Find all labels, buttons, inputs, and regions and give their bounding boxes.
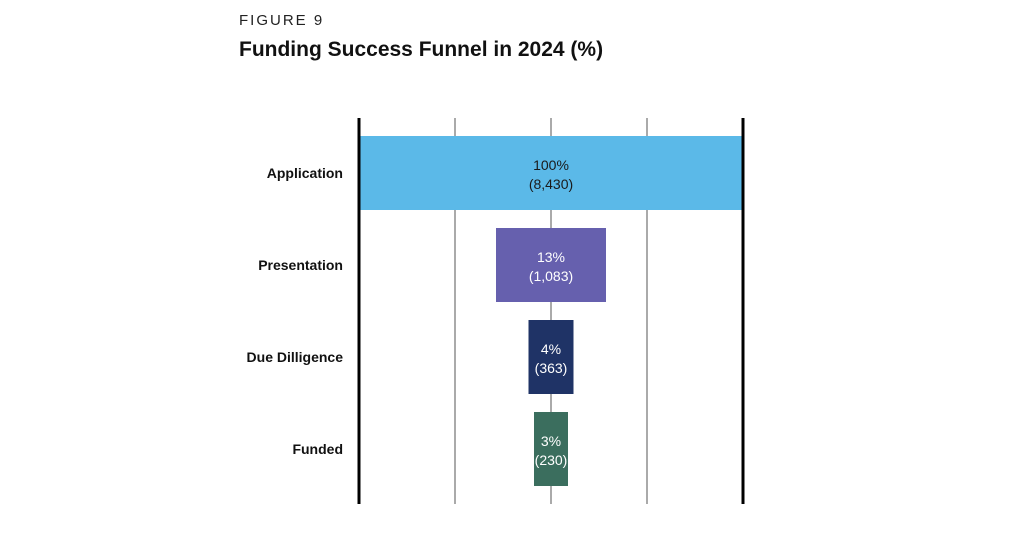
percent-label: 13%: [537, 249, 565, 265]
count-label: (1,083): [529, 268, 573, 284]
count-label: (8,430): [529, 176, 573, 192]
category-label: Due Dilligence: [247, 349, 344, 365]
funnel-bar: [359, 136, 743, 210]
funnel-bar: [528, 320, 574, 394]
chart-frame: [357, 118, 745, 504]
percent-label: 100%: [533, 157, 569, 173]
funnel-bars: [359, 136, 743, 486]
category-labels: Application Presentation Due Dilligence Fun…: [247, 165, 344, 457]
percent-label: 3%: [541, 433, 561, 449]
category-label: Presentation: [258, 257, 343, 273]
funnel-bar: [534, 412, 568, 486]
funnel-bar: [496, 228, 606, 302]
bar-labels: 100% (8,430) 13% (1,083) 4% (363) 3% (230): [529, 157, 573, 468]
category-label: Funded: [292, 441, 343, 457]
count-label: (230): [535, 452, 568, 468]
figure-label: FIGURE 9: [239, 12, 325, 29]
chart-title: Funding Success Funnel in 2024 (%): [239, 38, 604, 61]
count-label: (363): [535, 360, 568, 376]
percent-label: 4%: [541, 341, 561, 357]
category-label: Application: [267, 165, 343, 181]
